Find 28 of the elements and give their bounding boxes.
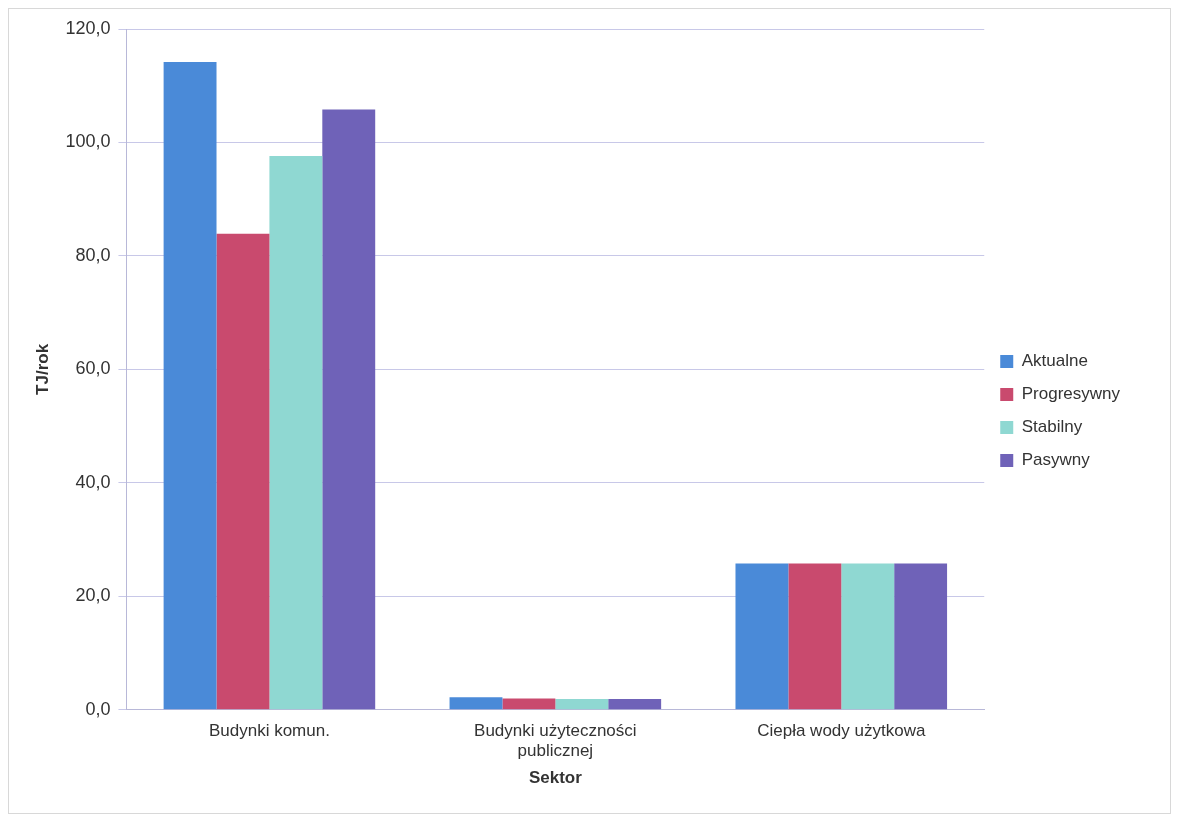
y-tick-label: 80,0 — [75, 244, 111, 265]
legend-label: Aktualne — [1021, 351, 1088, 371]
bar — [216, 233, 270, 710]
bar — [608, 699, 662, 710]
legend-label: Stabilny — [1021, 417, 1083, 437]
bar — [788, 563, 842, 710]
y-tick-label: 100,0 — [65, 131, 111, 152]
bar — [735, 563, 789, 710]
x-tick-label: Budynki użyteczności publicznej — [474, 720, 637, 761]
bar — [163, 61, 217, 710]
x-tick-label: Ciepła wody użytkowa — [757, 720, 926, 740]
legend-label: Pasywny — [1021, 450, 1091, 470]
legend-label: Progresywny — [1021, 384, 1121, 404]
bar — [322, 109, 376, 710]
x-tick-label: Budynki komun. — [208, 720, 330, 740]
bar — [502, 698, 556, 710]
bar — [841, 563, 895, 710]
y-tick-label: 60,0 — [75, 358, 111, 379]
x-axis-title: Sektor — [528, 768, 583, 788]
y-tick-label: 120,0 — [65, 17, 111, 38]
bar — [894, 563, 948, 710]
y-tick-label: 0,0 — [85, 698, 111, 719]
y-tick-label: 40,0 — [75, 471, 111, 492]
bar — [449, 697, 503, 710]
bar — [269, 156, 323, 710]
y-tick-label: 20,0 — [75, 585, 111, 606]
y-axis-title: TJ/rok — [32, 343, 52, 395]
bar — [555, 699, 609, 710]
